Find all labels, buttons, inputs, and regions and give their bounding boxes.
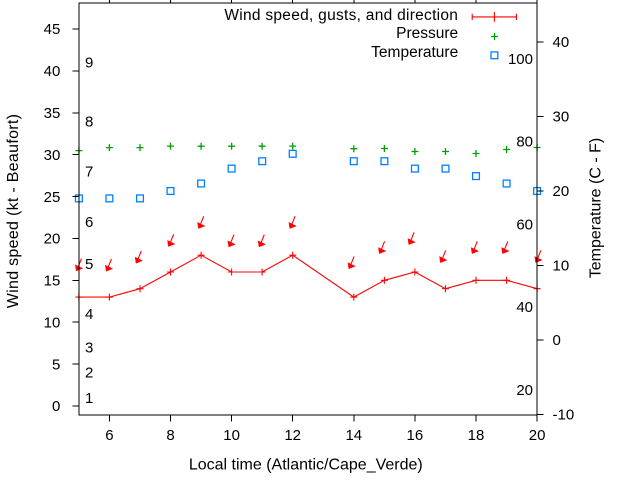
svg-text:2: 2 xyxy=(85,365,93,382)
svg-text:8: 8 xyxy=(85,113,93,130)
svg-text:8: 8 xyxy=(166,427,174,444)
svg-text:30: 30 xyxy=(553,109,570,126)
svg-text:18: 18 xyxy=(468,427,485,444)
svg-text:20: 20 xyxy=(553,183,570,200)
svg-text:6: 6 xyxy=(85,214,93,231)
svg-text:15: 15 xyxy=(44,273,61,290)
svg-text:1: 1 xyxy=(85,390,93,407)
svg-text:Temperature: Temperature xyxy=(371,44,458,61)
svg-text:Wind speed (kt - Beaufort): Wind speed (kt - Beaufort) xyxy=(5,114,22,309)
svg-text:12: 12 xyxy=(284,427,301,444)
svg-text:35: 35 xyxy=(44,105,61,122)
svg-text:4: 4 xyxy=(85,306,93,323)
svg-text:Wind speed, gusts, and directi: Wind speed, gusts, and direction xyxy=(224,7,458,24)
svg-text:45: 45 xyxy=(44,21,61,38)
svg-text:Pressure: Pressure xyxy=(396,25,458,42)
svg-text:20: 20 xyxy=(529,427,546,444)
svg-text:10: 10 xyxy=(44,314,61,331)
svg-text:5: 5 xyxy=(85,256,93,273)
svg-text:60: 60 xyxy=(516,216,533,233)
svg-text:6: 6 xyxy=(105,427,113,444)
svg-text:20: 20 xyxy=(516,382,533,399)
svg-text:-10: -10 xyxy=(553,407,575,424)
svg-text:5: 5 xyxy=(52,356,60,373)
svg-text:30: 30 xyxy=(44,147,61,164)
svg-text:3: 3 xyxy=(85,340,93,357)
svg-text:80: 80 xyxy=(516,134,533,151)
svg-text:100: 100 xyxy=(508,51,533,68)
svg-text:10: 10 xyxy=(553,258,570,275)
svg-text:7: 7 xyxy=(85,164,93,181)
svg-text:40: 40 xyxy=(44,63,61,80)
svg-text:16: 16 xyxy=(407,427,424,444)
svg-text:Temperature (C - F): Temperature (C - F) xyxy=(588,138,605,278)
svg-text:14: 14 xyxy=(345,427,362,444)
svg-text:40: 40 xyxy=(516,299,533,316)
svg-text:0: 0 xyxy=(553,332,561,349)
svg-text:Local time (Atlantic/Cape_Verd: Local time (Atlantic/Cape_Verde) xyxy=(189,457,423,474)
svg-text:0: 0 xyxy=(52,398,60,415)
svg-text:20: 20 xyxy=(44,231,61,248)
svg-text:10: 10 xyxy=(223,427,240,444)
svg-text:25: 25 xyxy=(44,189,61,206)
svg-text:9: 9 xyxy=(85,55,93,72)
svg-text:40: 40 xyxy=(553,34,570,51)
